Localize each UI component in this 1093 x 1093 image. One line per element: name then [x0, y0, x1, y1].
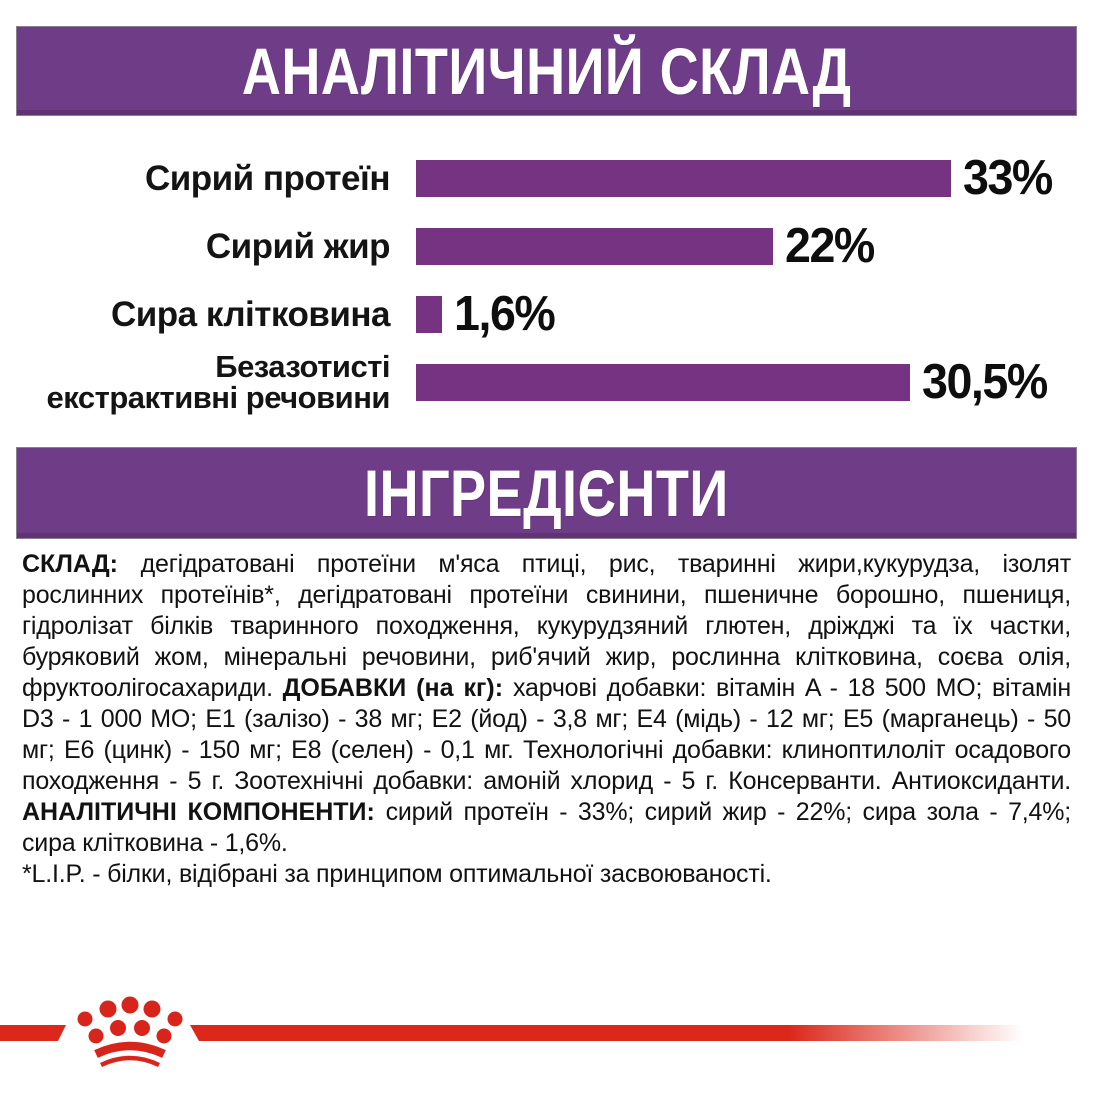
- chart-row: Сира клітковина 1,6%: [0, 280, 1093, 348]
- chart-bar: [416, 159, 951, 197]
- chart-bar-label: Сирий жир: [205, 226, 391, 266]
- analytical-composition-title: АНАЛІТИЧНИЙ СКЛАД: [241, 34, 852, 108]
- royal-canin-crown-icon: [77, 996, 183, 1068]
- chart-row: Сирий протеїн 33%: [0, 144, 1093, 212]
- chart-bar-value: 1,6%: [454, 287, 556, 341]
- chart-row: Сирий жир 22%: [0, 212, 1093, 280]
- chart-bar-label: Сира клітковина: [111, 294, 390, 334]
- chart-bar-label: Безазотисті екстрактивні речовини: [46, 349, 391, 415]
- red-divider-right: [190, 1025, 1023, 1041]
- composition-text-segment: сирий протеїн - 33%; сирий жир - 22%; си…: [22, 798, 1071, 857]
- composition-text-segment: харчові добавки: вітамін A - 18 500 МО; …: [22, 674, 1071, 795]
- composition-bold-segment: АНАЛІТИЧНІ КОМПОНЕНТИ:: [22, 798, 386, 826]
- chart-bar-value: 22%: [785, 219, 875, 273]
- composition-paragraph: СКЛАД: дегідратовані протеїни м'яса птиц…: [22, 549, 1071, 859]
- analytical-composition-banner: АНАЛІТИЧНИЙ СКЛАД: [17, 27, 1076, 115]
- ingredients-title: ІНГРЕДІЄНТИ: [364, 456, 729, 530]
- chart-bar: [416, 295, 442, 333]
- chart-bar-label: Сирий протеїн: [144, 158, 391, 198]
- chart-bar: [416, 363, 910, 401]
- chart-row: Безазотисті екстрактивні речовини 30,5%: [0, 348, 1093, 416]
- ingredients-banner: ІНГРЕДІЄНТИ: [17, 448, 1076, 538]
- chart-bar: [416, 227, 773, 265]
- chart-bar-value: 33%: [963, 151, 1053, 205]
- red-divider-left: [0, 1025, 66, 1041]
- composition-bold-segment: СКЛАД:: [22, 550, 141, 578]
- composition-bold-segment: ДОБАВКИ (на кг):: [282, 674, 513, 702]
- chart-bar-value: 30,5%: [922, 355, 1048, 409]
- composition-text-segment: дегідратовані протеїни м'яса птиці, рис,…: [22, 550, 1071, 702]
- lip-footnote: *L.I.P. - білки, відібрані за принципом …: [22, 860, 772, 888]
- nutrition-bar-chart: Сирий протеїн 33% Сирий жир 22% Сира клітков…: [0, 144, 1093, 416]
- ingredients-section: СКЛАД: дегідратовані протеїни м'яса птиц…: [22, 549, 1071, 890]
